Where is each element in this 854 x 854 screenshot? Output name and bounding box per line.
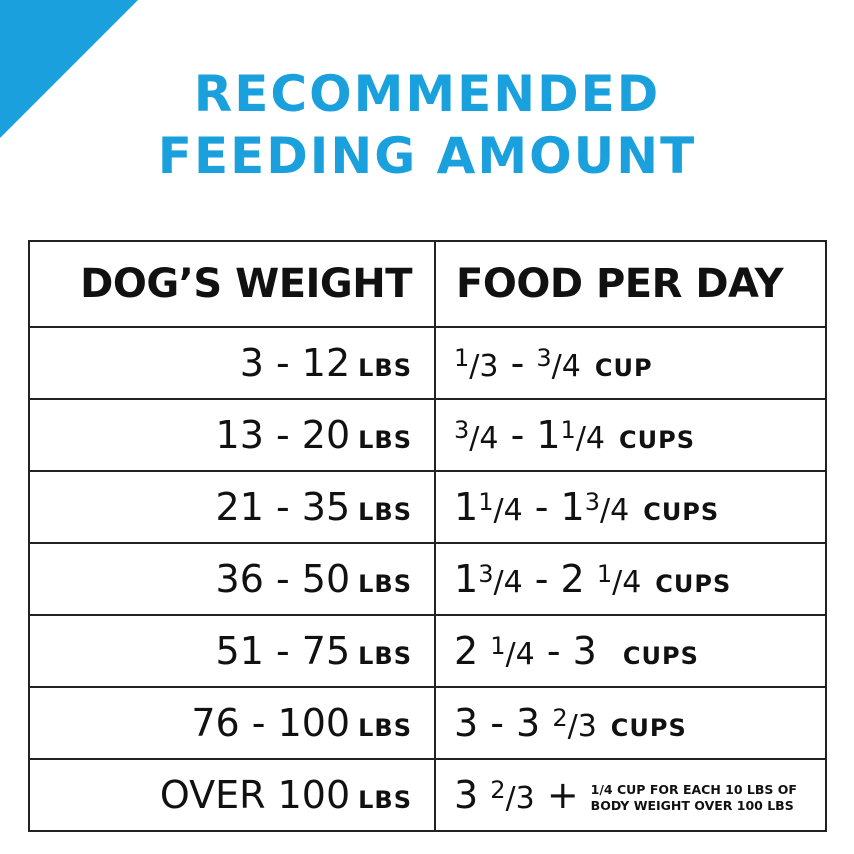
food-text: - 1 [522, 485, 585, 529]
food-text: - 3 [534, 629, 609, 673]
food-cell: 2 1/4 - 3 CUPS [434, 614, 827, 688]
food-unit: CUPS [655, 570, 732, 598]
food-fraction: 3/4 [584, 488, 630, 528]
food-unit: CUPS [643, 498, 720, 526]
food-unit: CUPS [619, 426, 695, 454]
header-food-per-day: FOOD PER DAY [434, 240, 827, 328]
food-text: 2 [454, 629, 491, 673]
food-cell: 3/4 - 11/4 CUPS [434, 398, 827, 472]
food-text: + [534, 773, 579, 817]
food-fraction: 1/4 [490, 632, 535, 672]
food-text: 1 [454, 557, 479, 601]
weight-unit: LBS [358, 498, 412, 526]
weight-unit: LBS [358, 642, 412, 670]
weight-cell: 51 - 75 LBS [28, 614, 436, 688]
weight-cell: 36 - 50 LBS [28, 542, 436, 616]
table-row: 21 - 35 LBS 11/4 - 13/4 CUPS [28, 470, 827, 544]
corner-accent-triangle [0, 0, 138, 138]
food-text: - 1 [498, 413, 561, 457]
weight-unit: LBS [358, 714, 412, 742]
food-text: 3 [454, 773, 491, 817]
table-row: 13 - 20 LBS 3/4 - 11/4 CUPS [28, 398, 827, 472]
weight-range: 51 - 75 [215, 629, 351, 673]
weight-cell: 21 - 35 LBS [28, 470, 436, 544]
weight-cell: 76 - 100 LBS [28, 686, 436, 760]
food-text: - [498, 341, 537, 385]
food-fraction: 1/4 [560, 416, 606, 456]
weight-range: 76 - 100 [191, 701, 351, 745]
weight-unit: LBS [358, 786, 412, 814]
weight-range: OVER 100 [159, 773, 351, 817]
header-dogs-weight: DOG’S WEIGHT [28, 240, 436, 328]
weight-range: 13 - 20 [215, 413, 351, 457]
table-row: 76 - 100 LBS 3 - 3 2/3 CUPS [28, 686, 827, 760]
food-cell: 3 2/3 +1/4 CUP FOR EACH 10 LBS OF BODY WE… [434, 758, 827, 832]
weight-range: 36 - 50 [215, 557, 351, 601]
title-line-1: RECOMMENDED [193, 65, 661, 123]
food-fraction: 1/4 [478, 488, 523, 528]
feeding-table: DOG’S WEIGHT FOOD PER DAY 3 - 12 LBS 1/3 -… [28, 240, 827, 832]
food-unit: CUPS [622, 642, 699, 670]
food-fraction: 3/4 [536, 344, 581, 384]
weight-unit: LBS [358, 426, 412, 454]
table-header-row: DOG’S WEIGHT FOOD PER DAY [28, 240, 827, 328]
food-fraction: 3/4 [478, 560, 523, 600]
weight-cell: 13 - 20 LBS [28, 398, 436, 472]
title-line-2: FEEDING AMOUNT [157, 127, 697, 185]
table-row: 36 - 50 LBS 13/4 - 2 1/4 CUPS [28, 542, 827, 616]
food-cell: 11/4 - 13/4 CUPS [434, 470, 827, 544]
weight-cell: 3 - 12 LBS [28, 326, 436, 400]
table-row: 51 - 75 LBS 2 1/4 - 3 CUPS [28, 614, 827, 688]
food-fraction: 2/3 [490, 776, 535, 816]
table-row: 3 - 12 LBS 1/3 - 3/4 CUP [28, 326, 827, 400]
food-unit: CUP [594, 354, 653, 382]
food-cell: 13/4 - 2 1/4 CUPS [434, 542, 827, 616]
weight-range: 21 - 35 [215, 485, 351, 529]
table-row: OVER 100 LBS 3 2/3 +1/4 CUP FOR EACH 10 LB… [28, 758, 827, 832]
food-fraction: 2/3 [552, 704, 597, 744]
food-text: 3 - 3 [454, 701, 553, 745]
food-unit: CUPS [610, 714, 687, 742]
food-note: 1/4 CUP FOR EACH 10 LBS OF BODY WEIGHT OV… [590, 781, 797, 813]
food-fraction: 1/4 [596, 560, 642, 600]
weight-range: 3 - 12 [239, 341, 351, 385]
food-text: 1 [454, 485, 479, 529]
weight-unit: LBS [358, 570, 412, 598]
food-fraction: 1/3 [454, 344, 499, 384]
weight-cell: OVER 100 LBS [28, 758, 436, 832]
food-cell: 3 - 3 2/3 CUPS [434, 686, 827, 760]
food-text: - 2 [522, 557, 597, 601]
weight-unit: LBS [358, 354, 412, 382]
food-cell: 1/3 - 3/4 CUP [434, 326, 827, 400]
food-fraction: 3/4 [454, 416, 499, 456]
